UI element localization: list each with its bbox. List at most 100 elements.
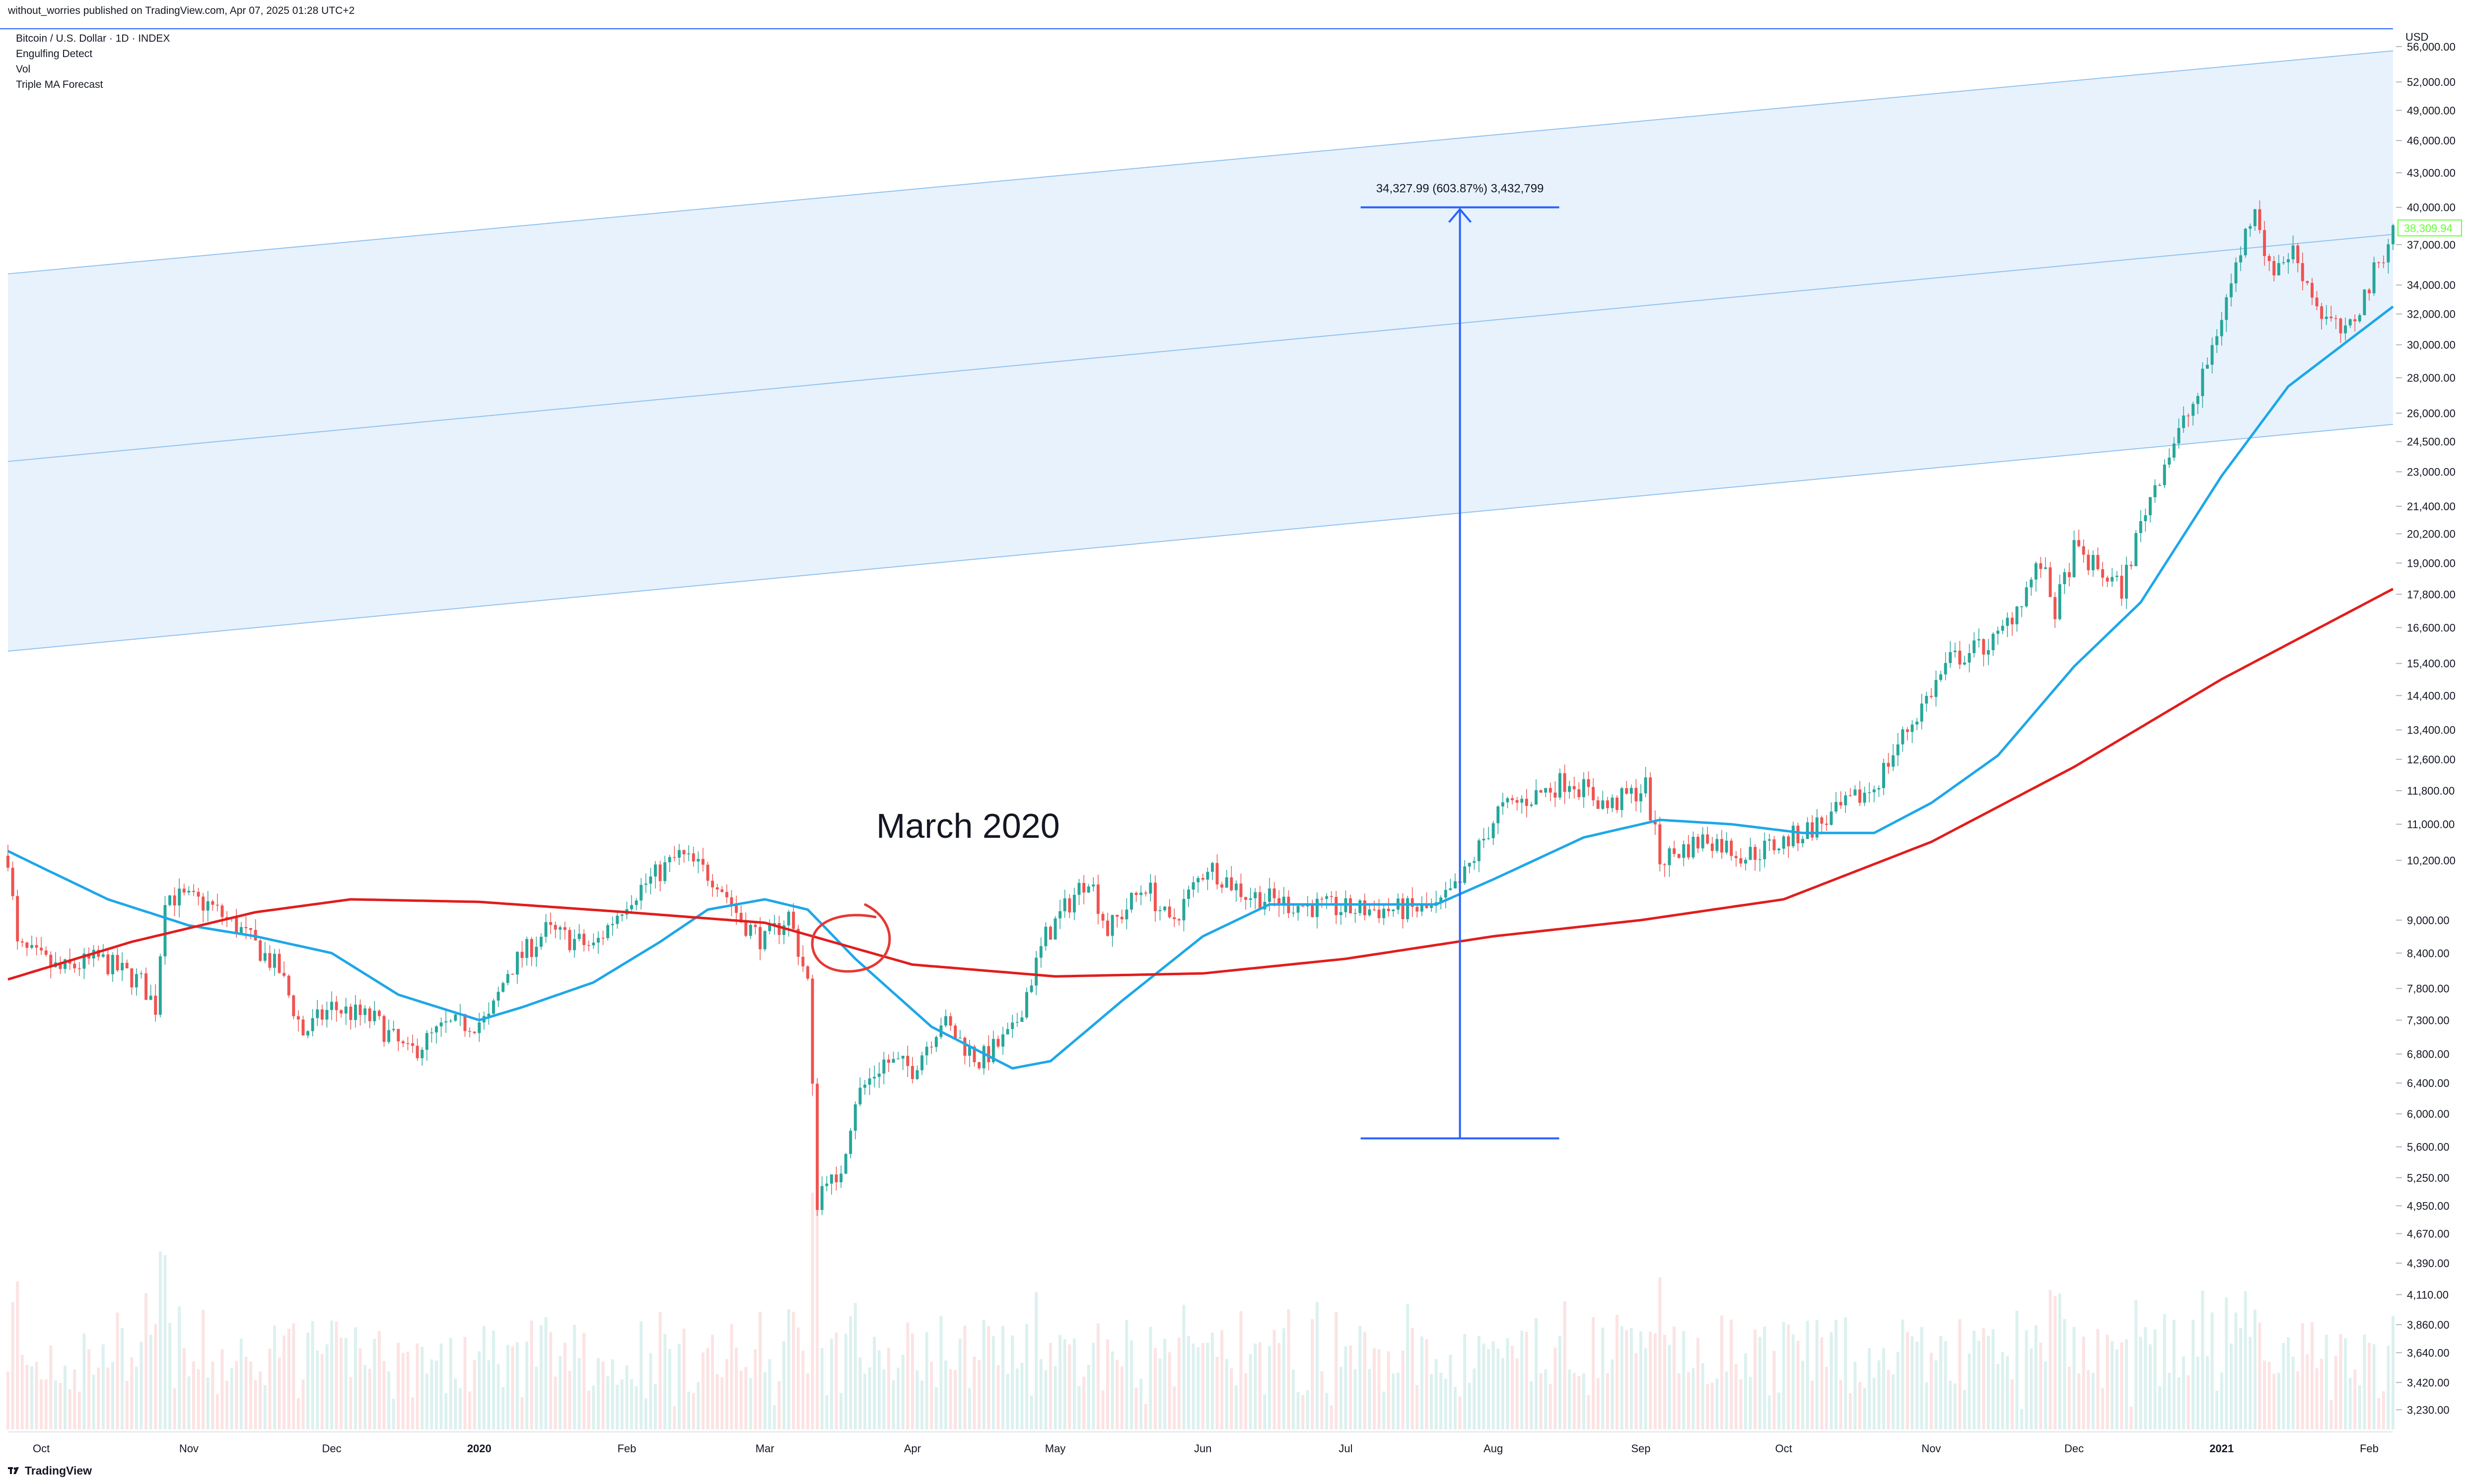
- candle[interactable]: [1473, 857, 1476, 870]
- candle[interactable]: [73, 960, 76, 973]
- candle[interactable]: [1401, 893, 1405, 929]
- candle[interactable]: [1363, 893, 1366, 921]
- candle[interactable]: [2267, 254, 2271, 271]
- candle[interactable]: [2163, 459, 2166, 488]
- candle[interactable]: [1830, 802, 1833, 826]
- candle[interactable]: [1910, 720, 1914, 743]
- candle[interactable]: [1491, 820, 1495, 845]
- candle[interactable]: [968, 1039, 971, 1068]
- candle[interactable]: [2053, 592, 2057, 628]
- candle[interactable]: [125, 959, 129, 969]
- candle[interactable]: [335, 996, 338, 1022]
- candle[interactable]: [1092, 877, 1095, 891]
- candle[interactable]: [830, 1174, 833, 1195]
- candle[interactable]: [411, 1034, 415, 1053]
- candle[interactable]: [1387, 898, 1390, 917]
- candle[interactable]: [130, 968, 134, 995]
- legend-indicator-vol[interactable]: Vol: [16, 64, 31, 75]
- candle[interactable]: [144, 967, 148, 1000]
- candle[interactable]: [2111, 568, 2114, 587]
- candle[interactable]: [2263, 221, 2266, 266]
- candle[interactable]: [868, 1068, 871, 1095]
- candle[interactable]: [1958, 641, 1962, 669]
- candle[interactable]: [863, 1079, 866, 1095]
- candle[interactable]: [116, 947, 119, 972]
- candle[interactable]: [1687, 835, 1690, 860]
- candle[interactable]: [1158, 906, 1162, 921]
- candle[interactable]: [1572, 776, 1576, 799]
- candle[interactable]: [978, 1062, 981, 1071]
- candle[interactable]: [30, 935, 33, 949]
- candle[interactable]: [35, 937, 38, 955]
- candle[interactable]: [1454, 873, 1457, 889]
- candle[interactable]: [2201, 362, 2204, 408]
- candle[interactable]: [1767, 833, 1771, 851]
- candle[interactable]: [1539, 789, 1543, 793]
- candle[interactable]: [2253, 208, 2256, 231]
- candle[interactable]: [1001, 1026, 1005, 1055]
- candle[interactable]: [1872, 785, 1876, 803]
- candle[interactable]: [611, 916, 614, 936]
- candle[interactable]: [958, 1030, 962, 1039]
- candle[interactable]: [197, 887, 200, 906]
- candle[interactable]: [749, 922, 752, 940]
- candle[interactable]: [135, 968, 138, 996]
- candle[interactable]: [892, 1052, 895, 1063]
- last-price-badge[interactable]: [2397, 219, 2462, 237]
- candle[interactable]: [425, 1030, 428, 1061]
- candle[interactable]: [16, 889, 19, 950]
- candle[interactable]: [2372, 257, 2376, 296]
- candle[interactable]: [340, 1009, 343, 1018]
- candle[interactable]: [316, 1000, 319, 1026]
- candle[interactable]: [1682, 840, 1686, 867]
- candle[interactable]: [1263, 893, 1267, 916]
- candle[interactable]: [11, 861, 14, 900]
- candle[interactable]: [1934, 670, 1938, 707]
- candle[interactable]: [568, 927, 571, 953]
- candle[interactable]: [301, 1015, 305, 1036]
- candle[interactable]: [2258, 200, 2261, 234]
- candle[interactable]: [2034, 561, 2038, 592]
- candle[interactable]: [2082, 539, 2085, 563]
- candle[interactable]: [1144, 890, 1147, 897]
- candle[interactable]: [1749, 837, 1752, 861]
- fast-ma-line[interactable]: [7, 305, 2394, 1070]
- candle[interactable]: [1335, 891, 1338, 924]
- candle[interactable]: [1592, 778, 1595, 807]
- candle[interactable]: [2230, 273, 2233, 307]
- candle[interactable]: [2044, 557, 2047, 570]
- candle[interactable]: [711, 874, 714, 897]
- candle[interactable]: [849, 1128, 852, 1158]
- candle[interactable]: [801, 945, 805, 972]
- candle[interactable]: [630, 895, 634, 913]
- candle[interactable]: [1325, 893, 1329, 909]
- candle[interactable]: [1153, 875, 1157, 922]
- candle[interactable]: [654, 861, 657, 889]
- candle[interactable]: [1892, 743, 1895, 771]
- candle[interactable]: [1368, 905, 1371, 917]
- footer-brand[interactable]: TradingView: [8, 1464, 92, 1478]
- candle[interactable]: [1596, 796, 1600, 809]
- candle[interactable]: [106, 949, 110, 976]
- candle[interactable]: [1044, 922, 1048, 951]
- candle[interactable]: [1834, 792, 1838, 814]
- candle[interactable]: [2030, 577, 2033, 596]
- candle[interactable]: [2325, 305, 2328, 325]
- candle[interactable]: [2125, 556, 2128, 609]
- candle[interactable]: [282, 961, 286, 978]
- candle[interactable]: [1806, 817, 1809, 839]
- candle[interactable]: [430, 1027, 433, 1043]
- candle[interactable]: [754, 921, 757, 935]
- candle[interactable]: [987, 1035, 990, 1071]
- candle[interactable]: [597, 931, 600, 954]
- candle[interactable]: [1482, 828, 1485, 848]
- candle[interactable]: [1320, 896, 1324, 908]
- candle[interactable]: [1877, 785, 1881, 797]
- candle[interactable]: [2329, 306, 2333, 322]
- candle[interactable]: [1215, 854, 1219, 889]
- candle[interactable]: [92, 945, 95, 967]
- candle[interactable]: [701, 848, 705, 872]
- candle[interactable]: [1468, 863, 1471, 874]
- candle[interactable]: [1377, 899, 1381, 923]
